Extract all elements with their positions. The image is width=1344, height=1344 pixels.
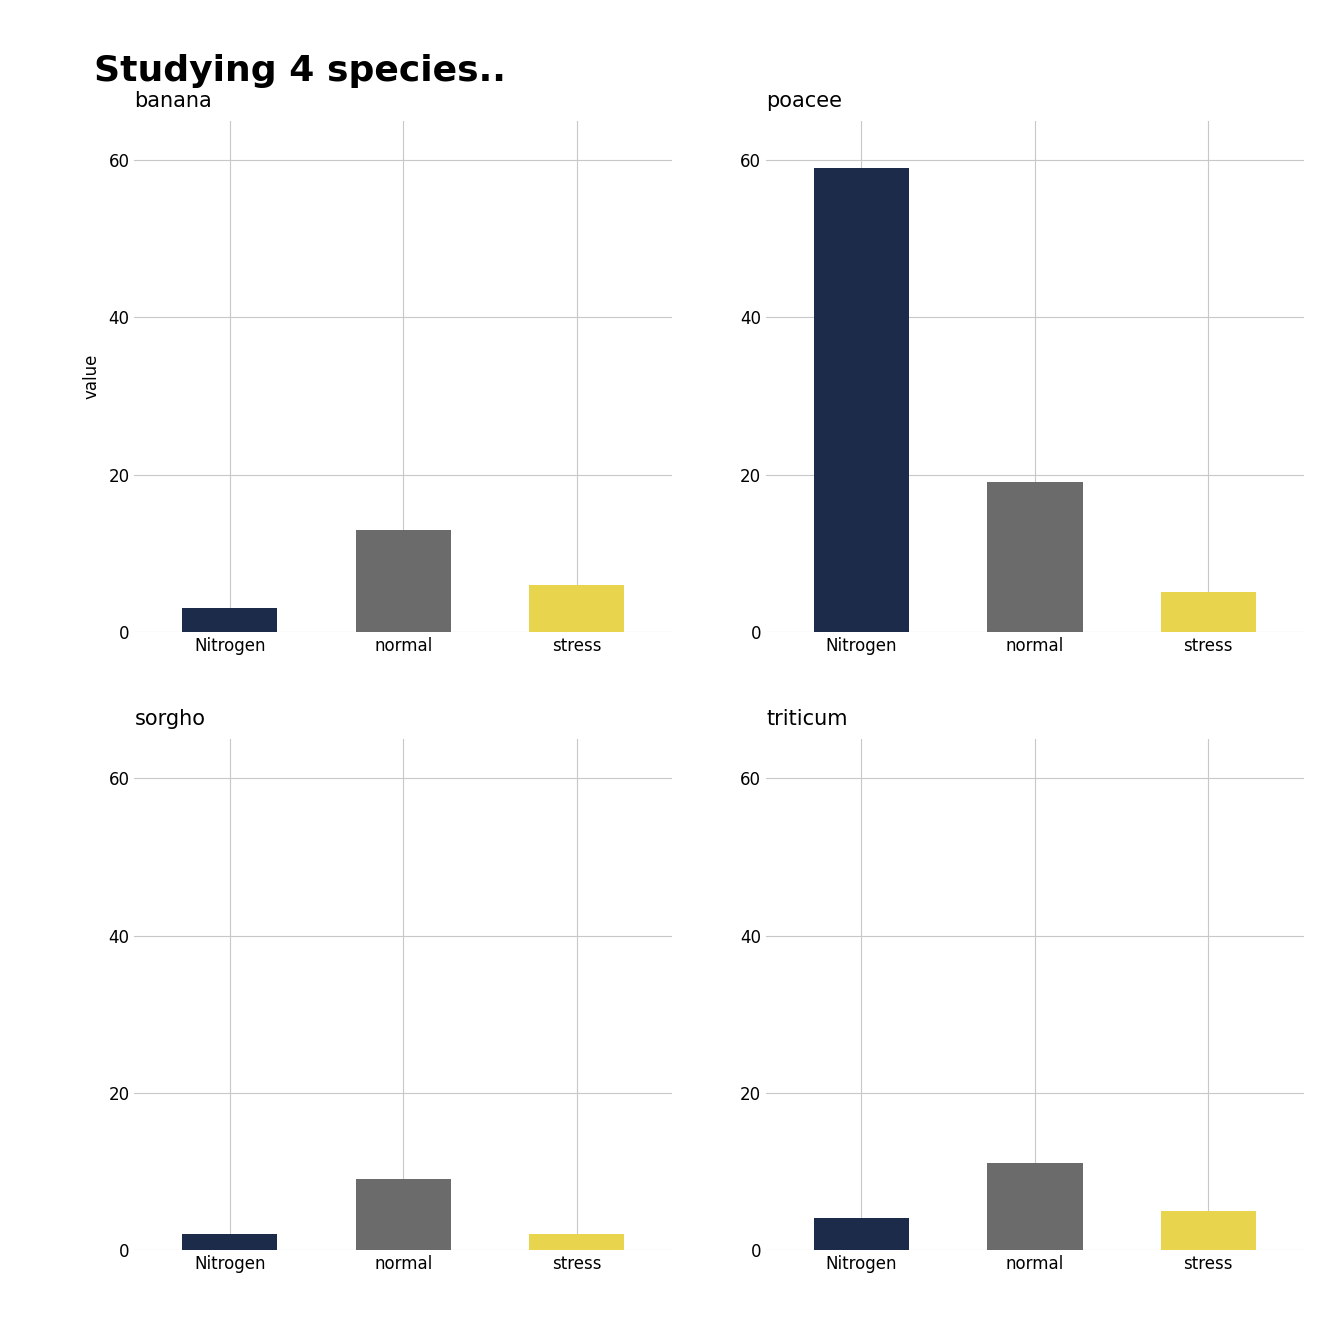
Text: banana: banana <box>134 91 212 112</box>
Bar <box>988 482 1082 632</box>
Text: triticum: triticum <box>766 710 848 730</box>
Bar <box>530 585 625 632</box>
Bar <box>1161 1211 1257 1250</box>
Bar <box>181 607 277 632</box>
Text: poacee: poacee <box>766 91 843 112</box>
Bar <box>356 1179 450 1250</box>
Bar <box>1161 593 1257 632</box>
Y-axis label: value: value <box>82 353 99 399</box>
Text: sorgho: sorgho <box>134 710 206 730</box>
Bar <box>813 168 909 632</box>
Text: Studying 4 species..: Studying 4 species.. <box>94 54 505 87</box>
Bar <box>530 1234 625 1250</box>
Bar <box>988 1164 1082 1250</box>
Bar <box>356 530 450 632</box>
Bar <box>181 1234 277 1250</box>
Bar <box>813 1219 909 1250</box>
